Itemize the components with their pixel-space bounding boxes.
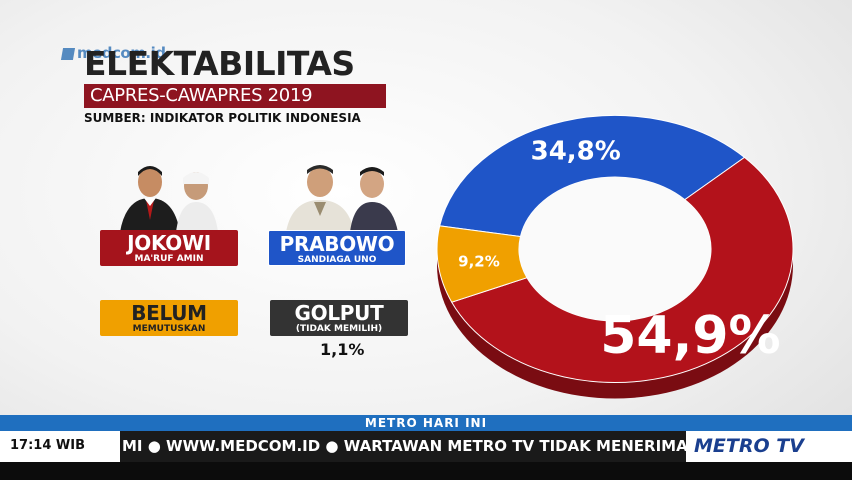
candidate-prabowo-box: PRABOWO SANDIAGA UNO <box>268 230 406 266</box>
jokowi-photo <box>118 160 228 232</box>
slice-label: 54,9% <box>600 306 780 366</box>
running-mate-name: MA'RUF AMIN <box>134 254 204 264</box>
golput-value: 1,1% <box>320 340 365 359</box>
golput-sub: (TIDAK MEMILIH) <box>295 324 383 334</box>
program-bar: METRO HARI INI <box>0 415 852 431</box>
ticker-bottom-strip <box>0 462 852 480</box>
golput-box: GOLPUT (TIDAK MEMILIH) <box>270 300 408 336</box>
prabowo-photo <box>280 160 406 232</box>
source-label: SUMBER: INDIKATOR POLITIK INDONESIA <box>84 111 361 125</box>
candidate-jokowi-box: JOKOWI MA'RUF AMIN <box>100 230 238 266</box>
medcom-watermark: medcom.id <box>60 44 166 62</box>
metrotv-logo: METRO TV <box>690 431 852 462</box>
electability-donut-chart: 34,8% 54,9% 9,2% <box>436 115 794 399</box>
running-mate-name: SANDIAGA UNO <box>297 255 377 265</box>
crawl-text: MI ● WWW.MEDCOM.ID ● WARTAWAN METRO TV T… <box>122 437 686 455</box>
news-crawl: MI ● WWW.MEDCOM.ID ● WARTAWAN METRO TV T… <box>120 431 686 462</box>
undecided-label: BELUM <box>131 301 207 325</box>
page-title: ELEKTABILITAS <box>84 44 355 83</box>
candidate-name: PRABOWO <box>279 232 395 256</box>
donut-hole <box>519 177 711 321</box>
undecided-sub: MEMUTUSKAN <box>132 324 206 334</box>
golput-label: GOLPUT <box>294 301 384 325</box>
subtitle-bar: CAPRES-CAWAPRES 2019 <box>84 84 386 108</box>
candidate-name: JOKOWI <box>127 231 211 255</box>
slice-label: 34,8% <box>531 137 621 167</box>
undecided-box: BELUM MEMUTUSKAN <box>100 300 238 336</box>
clock-label: 17:14 WIB <box>10 438 85 453</box>
slice-label: 9,2% <box>458 252 500 270</box>
